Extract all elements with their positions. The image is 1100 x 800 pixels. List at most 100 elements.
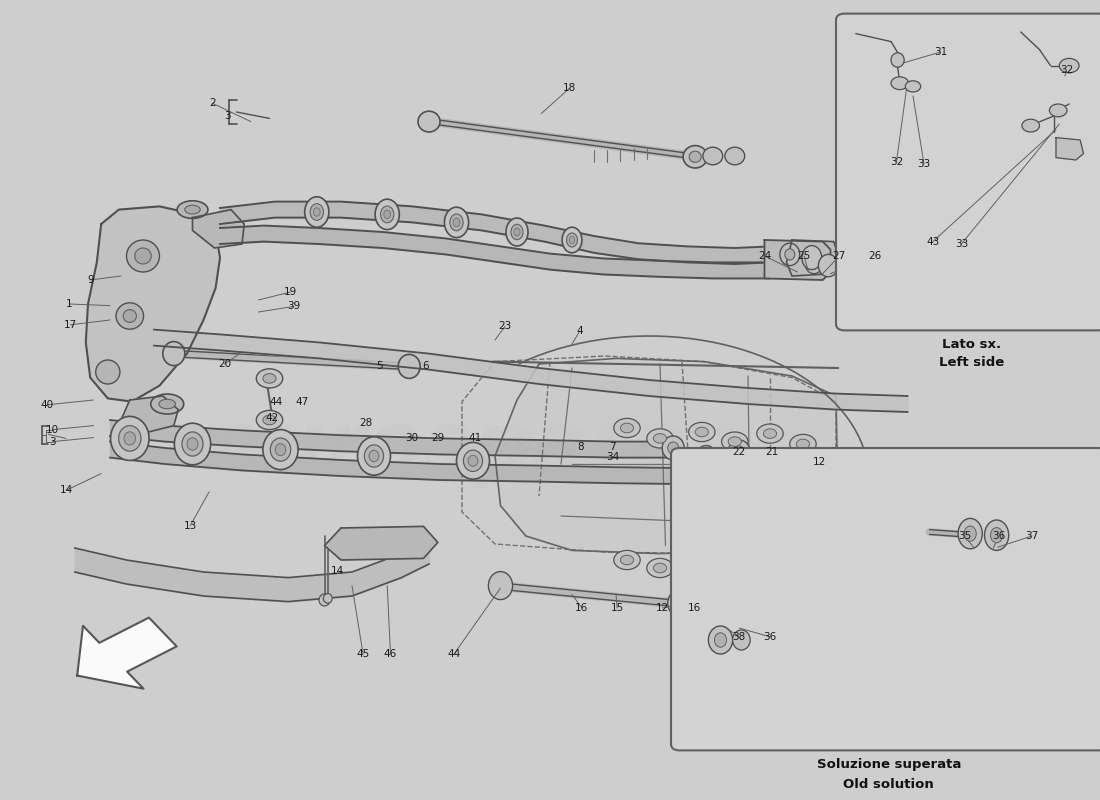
Ellipse shape xyxy=(514,228,520,236)
Text: 29: 29 xyxy=(431,434,444,443)
Ellipse shape xyxy=(510,224,524,240)
Circle shape xyxy=(256,410,283,430)
Ellipse shape xyxy=(506,218,528,246)
Ellipse shape xyxy=(124,432,135,445)
Polygon shape xyxy=(786,240,838,276)
Circle shape xyxy=(620,555,634,565)
Circle shape xyxy=(757,554,783,574)
Text: 38: 38 xyxy=(733,632,746,642)
Ellipse shape xyxy=(444,207,469,238)
Ellipse shape xyxy=(761,450,783,474)
Ellipse shape xyxy=(398,354,420,378)
Ellipse shape xyxy=(805,254,823,274)
Circle shape xyxy=(728,437,741,446)
Ellipse shape xyxy=(958,518,982,549)
Text: 36: 36 xyxy=(992,531,1005,541)
Ellipse shape xyxy=(163,342,185,366)
Circle shape xyxy=(757,424,783,443)
Text: 9: 9 xyxy=(87,275,94,285)
Polygon shape xyxy=(86,206,220,402)
Circle shape xyxy=(689,422,715,442)
Text: 4: 4 xyxy=(576,326,583,336)
Text: Old solution: Old solution xyxy=(844,778,934,790)
Ellipse shape xyxy=(728,440,750,464)
Text: 41: 41 xyxy=(469,434,482,443)
Ellipse shape xyxy=(368,450,378,462)
Circle shape xyxy=(263,374,276,383)
Circle shape xyxy=(763,559,777,569)
Polygon shape xyxy=(495,358,838,554)
Circle shape xyxy=(1022,119,1040,132)
Text: 45: 45 xyxy=(356,649,370,658)
Text: 23: 23 xyxy=(498,322,512,331)
Ellipse shape xyxy=(725,147,745,165)
Text: 3: 3 xyxy=(224,111,231,121)
Ellipse shape xyxy=(450,214,463,230)
Text: 32: 32 xyxy=(1060,65,1074,74)
Ellipse shape xyxy=(569,237,575,243)
Text: 35: 35 xyxy=(958,531,971,541)
Ellipse shape xyxy=(182,432,204,456)
Ellipse shape xyxy=(715,633,727,647)
Ellipse shape xyxy=(381,206,394,222)
Text: 21: 21 xyxy=(766,447,779,457)
Circle shape xyxy=(653,563,667,573)
Ellipse shape xyxy=(891,53,904,67)
Ellipse shape xyxy=(314,208,320,216)
Polygon shape xyxy=(1056,138,1084,160)
Circle shape xyxy=(722,432,748,451)
Text: 39: 39 xyxy=(287,302,300,311)
Ellipse shape xyxy=(151,394,184,414)
Polygon shape xyxy=(121,396,178,432)
Ellipse shape xyxy=(668,590,690,616)
Circle shape xyxy=(695,427,708,437)
Ellipse shape xyxy=(418,111,440,132)
Circle shape xyxy=(256,369,283,388)
Circle shape xyxy=(763,429,777,438)
Ellipse shape xyxy=(991,528,1003,542)
Text: 18: 18 xyxy=(563,83,576,93)
Ellipse shape xyxy=(780,243,800,266)
Text: 17: 17 xyxy=(64,320,77,330)
Ellipse shape xyxy=(358,437,390,475)
Text: 27: 27 xyxy=(833,251,846,261)
Circle shape xyxy=(795,564,822,583)
Circle shape xyxy=(790,434,816,454)
Ellipse shape xyxy=(116,302,143,330)
Ellipse shape xyxy=(802,246,822,270)
Text: 5: 5 xyxy=(376,361,383,370)
Ellipse shape xyxy=(323,594,332,603)
Ellipse shape xyxy=(468,455,477,466)
Ellipse shape xyxy=(818,254,838,277)
FancyBboxPatch shape xyxy=(671,448,1100,750)
Circle shape xyxy=(728,566,741,576)
Ellipse shape xyxy=(701,451,712,464)
Polygon shape xyxy=(324,526,438,560)
Ellipse shape xyxy=(456,442,490,479)
Ellipse shape xyxy=(174,423,211,465)
Text: 44: 44 xyxy=(448,649,461,658)
Ellipse shape xyxy=(453,218,460,226)
Ellipse shape xyxy=(187,438,198,450)
Circle shape xyxy=(1049,104,1067,117)
Ellipse shape xyxy=(488,571,513,600)
Text: 47: 47 xyxy=(296,397,309,406)
Text: 33: 33 xyxy=(955,239,968,249)
Ellipse shape xyxy=(158,399,176,409)
Ellipse shape xyxy=(134,248,152,264)
Text: 28: 28 xyxy=(360,418,373,428)
Text: 43: 43 xyxy=(926,237,939,246)
Text: Soluzione superata: Soluzione superata xyxy=(816,758,961,770)
Text: 34: 34 xyxy=(606,452,619,462)
Ellipse shape xyxy=(185,206,200,214)
Text: 42: 42 xyxy=(265,413,278,422)
Text: 14: 14 xyxy=(331,566,344,576)
Circle shape xyxy=(905,81,921,92)
Ellipse shape xyxy=(733,630,750,650)
Text: 44: 44 xyxy=(270,397,283,406)
Text: 10: 10 xyxy=(46,425,59,434)
Text: 12: 12 xyxy=(656,603,669,613)
Ellipse shape xyxy=(126,240,160,272)
Ellipse shape xyxy=(662,436,684,460)
Text: 15: 15 xyxy=(610,603,624,613)
